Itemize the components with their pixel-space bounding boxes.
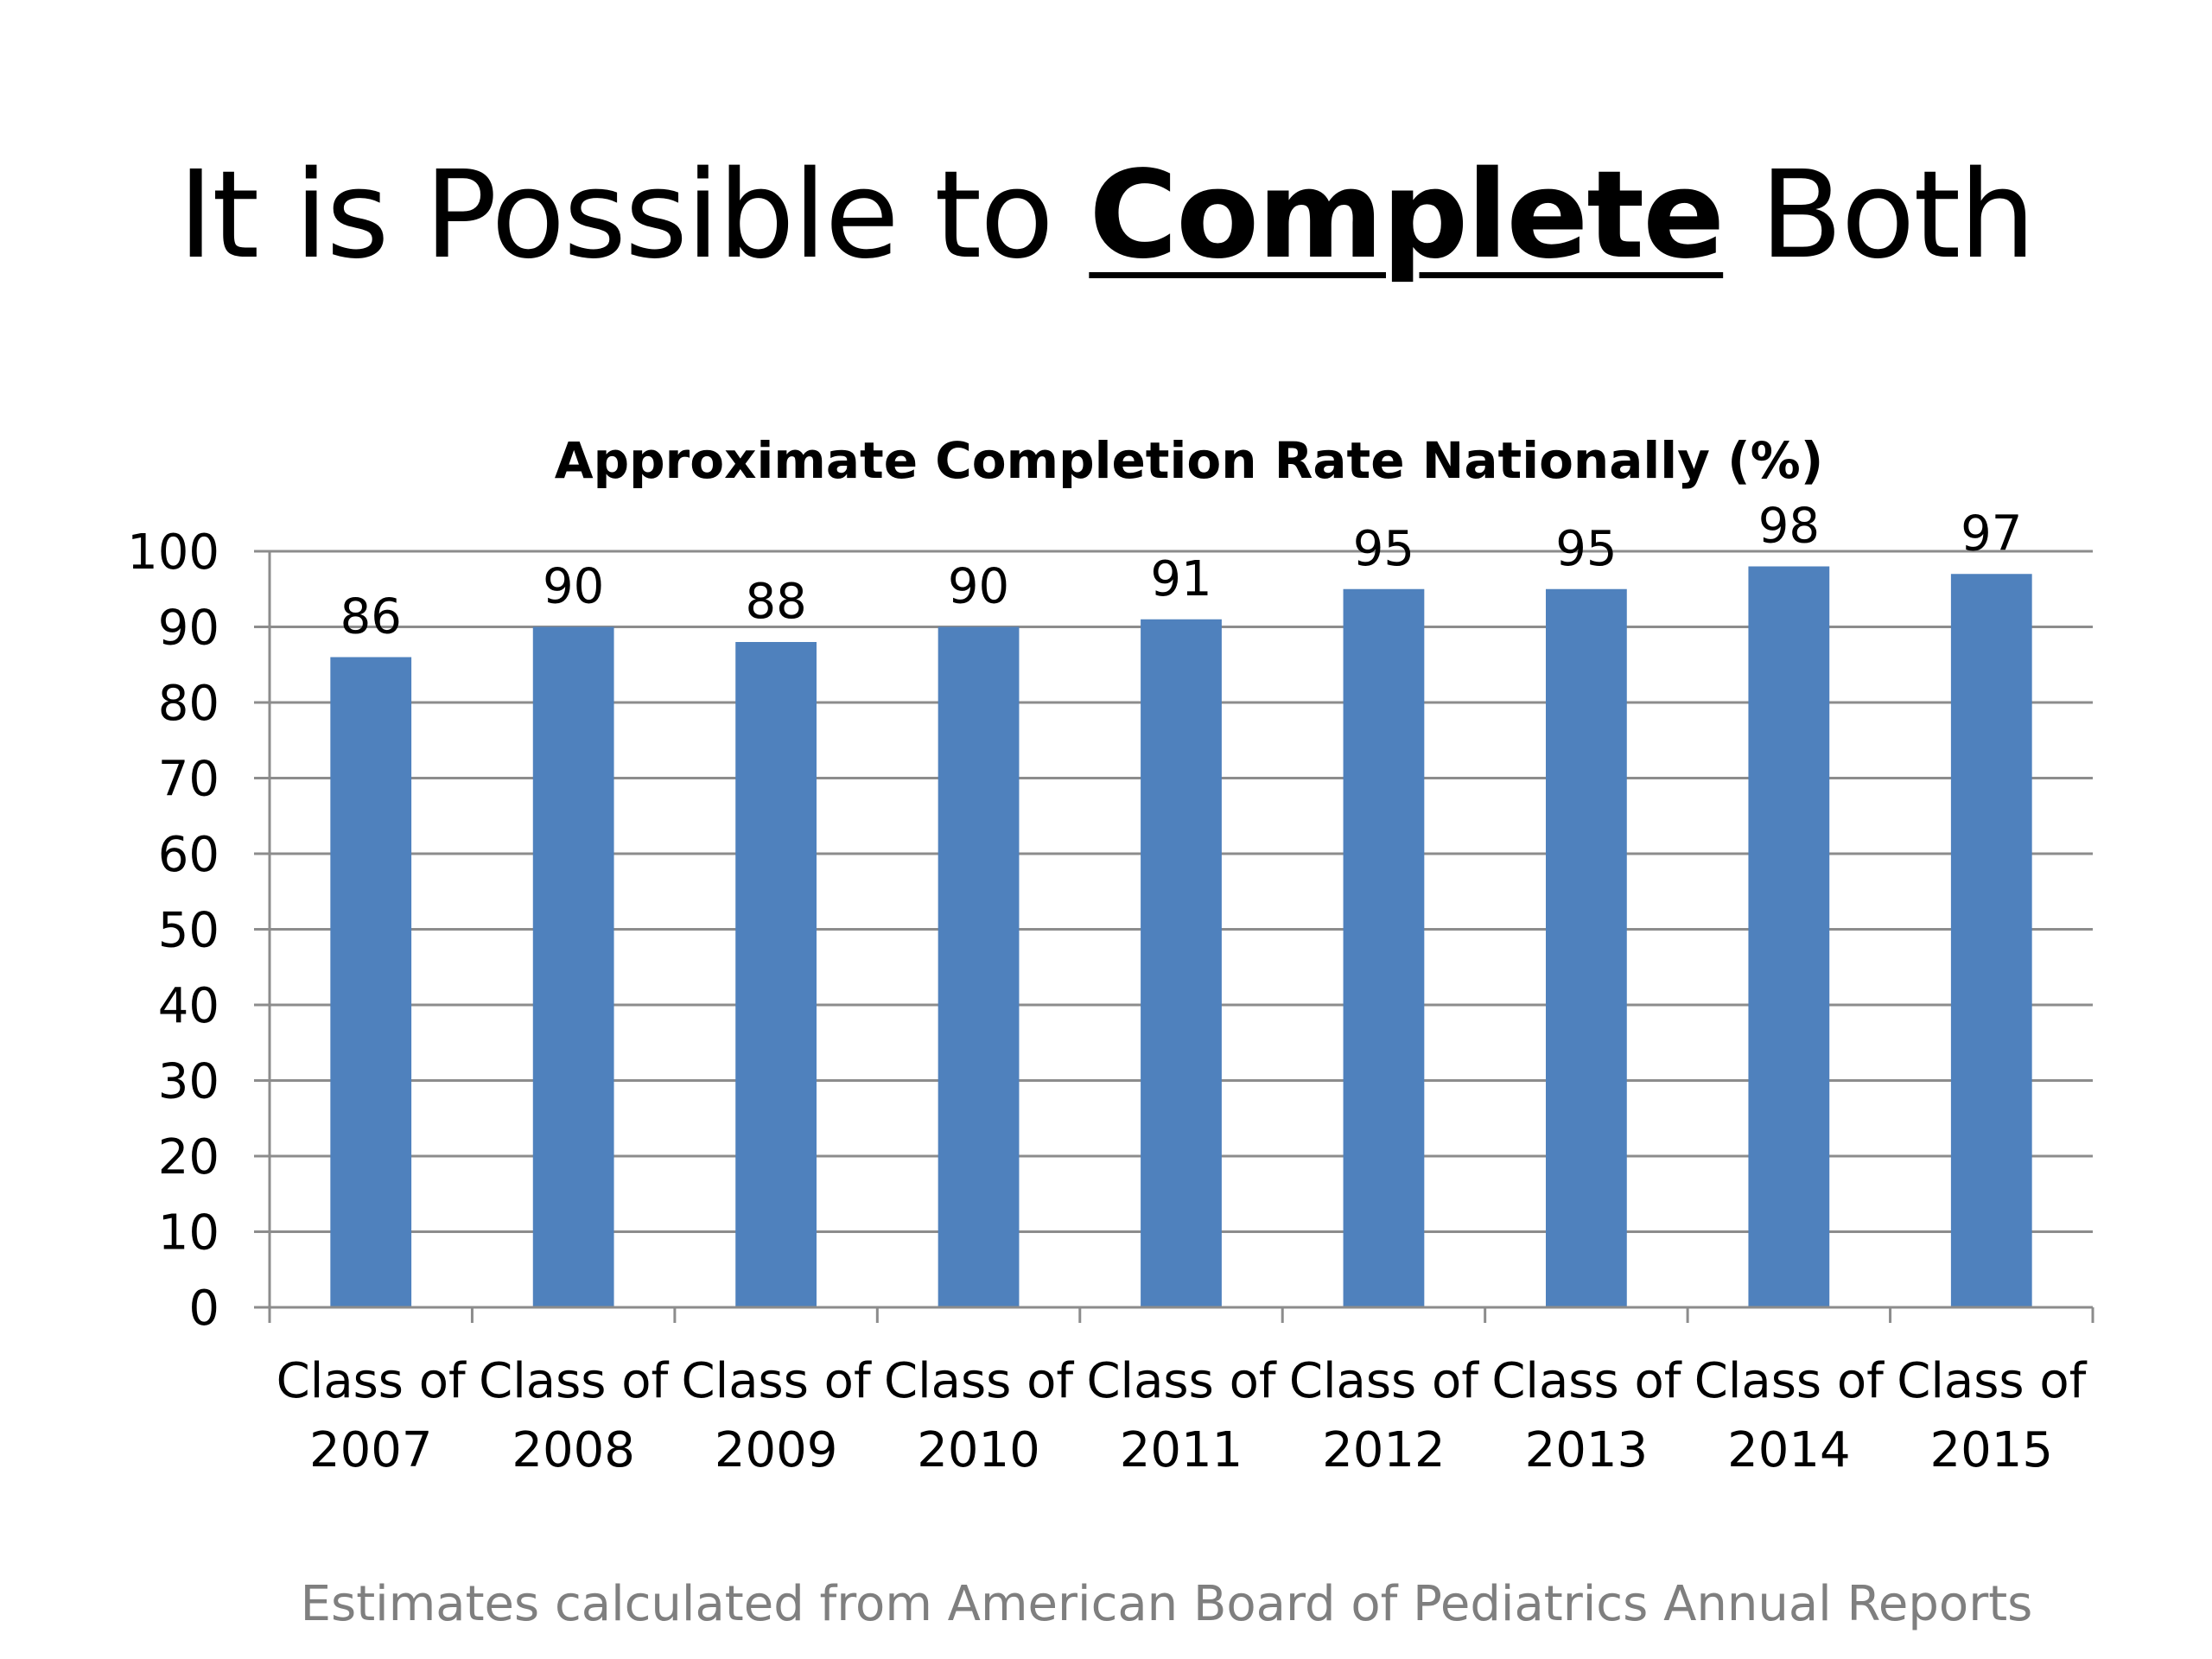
y-tick-label: 40: [158, 978, 219, 1034]
bar-2015: [1950, 574, 2032, 1307]
category-label-line1: Class of: [479, 1353, 669, 1409]
bar-2009: [735, 642, 817, 1307]
y-tick-label: 10: [158, 1205, 219, 1262]
bar-2010: [938, 626, 1020, 1307]
y-tick-label: 80: [158, 676, 219, 732]
bar-2014: [1748, 566, 1830, 1307]
value-label-2013: 95: [1555, 521, 1617, 577]
value-label-2014: 98: [1758, 499, 1820, 555]
category-label-line1: Class of: [1086, 1353, 1276, 1409]
category-label-line1: Class of: [1897, 1353, 2087, 1409]
category-label-line1: Class of: [276, 1353, 467, 1409]
y-tick-label: 60: [158, 827, 219, 883]
value-label-2012: 95: [1353, 521, 1414, 577]
bars: [330, 566, 2032, 1307]
value-label-2009: 88: [745, 574, 806, 630]
category-label-line2: 2013: [1525, 1422, 1649, 1478]
value-label-2010: 90: [948, 559, 1009, 615]
y-tick-label: 70: [158, 752, 219, 808]
slide-title: It is Possible to Complete Both: [0, 130, 2212, 302]
value-label-2011: 91: [1150, 551, 1211, 607]
y-tick-label: 0: [188, 1281, 219, 1337]
value-label-2007: 86: [340, 589, 402, 645]
value-label-2008: 90: [543, 559, 604, 615]
bar-2011: [1141, 619, 1222, 1307]
category-label-line2: 2009: [715, 1422, 838, 1478]
y-tick-label: 100: [127, 524, 219, 581]
chart-title: Approximate Completion Rate Nationally (…: [555, 431, 1824, 490]
category-label-line2: 2010: [917, 1422, 1040, 1478]
category-label-line1: Class of: [682, 1353, 872, 1409]
data-labels: 86 90 88 90 91 95 95 98 97: [340, 499, 2023, 645]
slide-title-emphasis: Complete: [1089, 145, 1725, 286]
category-label-line1: Class of: [1289, 1353, 1479, 1409]
category-label-line1: Class of: [1694, 1353, 1885, 1409]
bar-2008: [532, 626, 614, 1307]
y-tick-label: 20: [158, 1129, 219, 1185]
category-label-line2: 2011: [1120, 1422, 1243, 1478]
bar-2013: [1546, 588, 1627, 1307]
category-label-line1: Class of: [884, 1353, 1074, 1409]
axes: 0 10 20 30 40 50 60 70 80 90 100 Class of 2007 Class …: [127, 524, 2094, 1478]
source-footnote: Estimates calculated from American Board…: [300, 1576, 2033, 1632]
category-label-line2: 2008: [512, 1422, 635, 1478]
bar-2012: [1343, 588, 1425, 1307]
category-label-line1: Class of: [1491, 1353, 1681, 1409]
value-label-2015: 97: [1961, 505, 2022, 562]
y-tick-label: 30: [158, 1054, 219, 1110]
category-label-line2: 2015: [1930, 1422, 2054, 1478]
bar-2007: [330, 657, 412, 1307]
category-label-line2: 2012: [1322, 1422, 1446, 1478]
y-tick-label: 90: [158, 601, 219, 657]
category-label-line2: 2014: [1727, 1422, 1851, 1478]
category-label-line2: 2007: [309, 1422, 433, 1478]
slide-title-lead: It is Possible to: [177, 145, 1090, 286]
y-tick-label: 50: [158, 903, 219, 959]
slide-title-tail: Both: [1723, 145, 2036, 286]
